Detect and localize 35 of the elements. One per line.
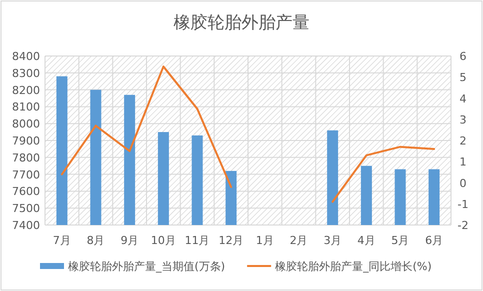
x-tick-label: 3月 [324,234,342,247]
x-tick-label: 5月 [391,234,410,247]
y-tick-label: 8300 [12,66,40,80]
y2-tick-label: -2 [458,219,468,232]
x-tick-label: 4月 [357,234,376,247]
x-tick-label: 7月 [52,234,71,247]
legend-label: 橡胶轮胎外胎产量_当期值(万条) [68,260,226,273]
y2-tick-label: 3 [460,113,466,126]
y-tick-label: 7400 [12,219,40,232]
y-tick-label: 8200 [12,84,40,97]
x-tick-label: 10月 [150,234,176,247]
y2-tick-label: -1 [458,198,468,211]
x-tick-label: 8月 [86,234,105,247]
y2-tick-label: 4 [460,92,466,106]
y2-tick-label: 2 [460,134,466,148]
x-tick-label: 6月 [425,234,444,247]
x-tick-label: 1月 [256,234,274,247]
x-tick-label: 9月 [120,234,139,247]
chart-title: 橡胶轮胎外胎产量 [174,13,310,33]
y2-tick-label: 1 [460,156,466,169]
y-tick-label: 7500 [12,202,40,216]
y-tick-label: 8000 [12,118,40,131]
x-tick-label: 11月 [184,234,210,247]
legend-label: 橡胶轮胎外胎产量_同比增长(%) [275,260,432,273]
y-tick-label: 7900 [12,134,40,148]
y-tick-label: 7700 [12,168,40,182]
y2-tick-label: 5 [460,71,466,84]
y2-tick-label: 0 [460,176,466,190]
y-tick-label: 7800 [12,151,40,164]
x-tick-label: 12月 [218,234,244,247]
y2-tick-label: 6 [460,50,466,63]
y-tick-label: 7600 [12,185,40,198]
x-tick-label: 2月 [290,234,308,247]
y-tick-label: 8400 [12,50,40,63]
y-tick-label: 8100 [12,100,40,114]
